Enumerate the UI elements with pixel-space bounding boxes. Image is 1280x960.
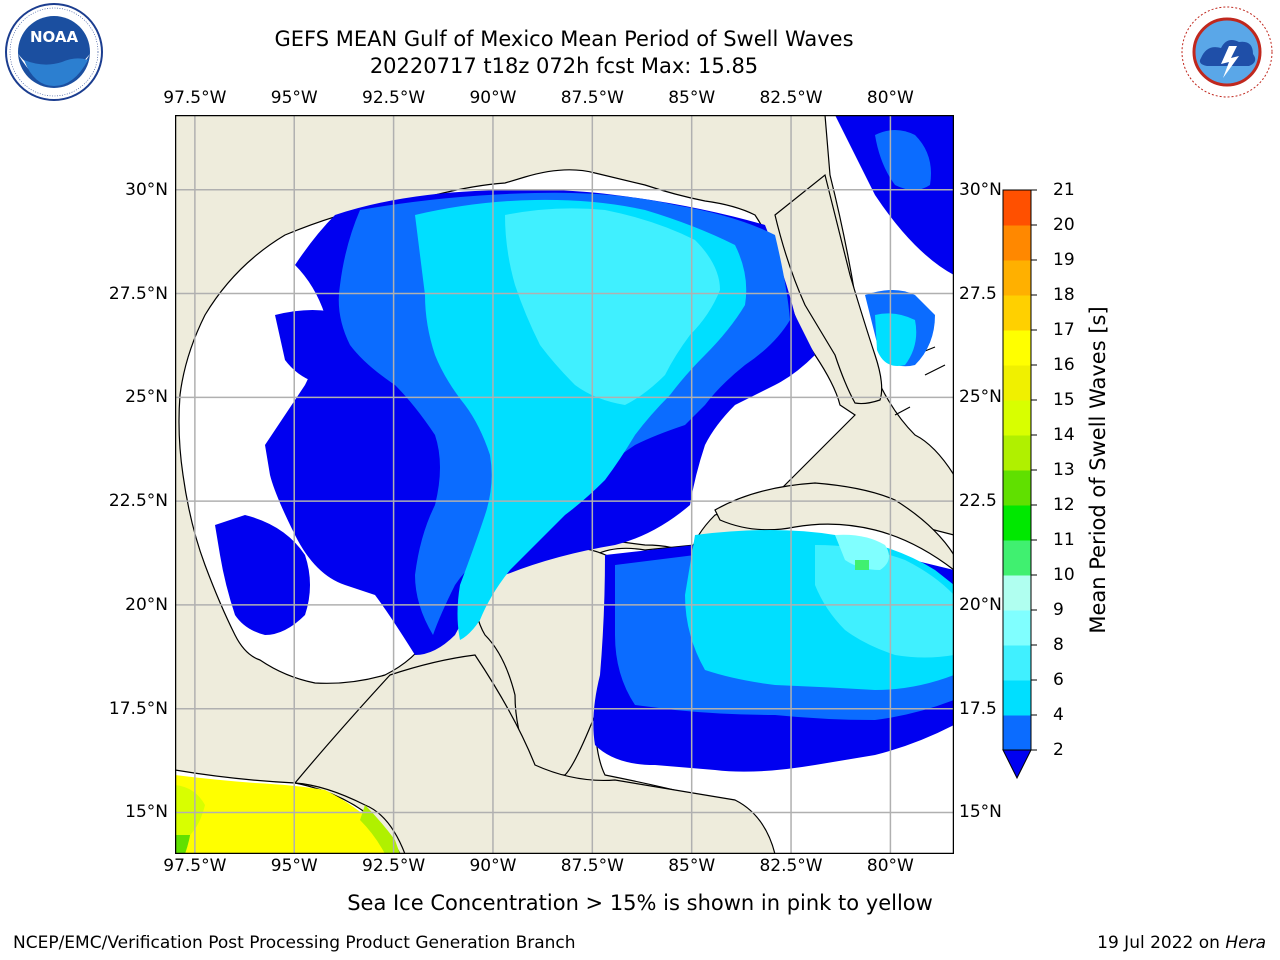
colorbar-band (1003, 260, 1031, 296)
swell-6-8s (505, 208, 954, 658)
colorbar-band (1003, 610, 1031, 646)
colorbar-tick-label: 8 (1053, 635, 1064, 655)
colorbar-tick-label: 20 (1053, 215, 1075, 235)
swell-8-9s (835, 534, 889, 570)
latitude-label-right: 20°N (959, 594, 1002, 615)
colorbar-tick-label: 17 (1053, 320, 1075, 340)
longitude-label: 90°W (469, 88, 517, 108)
svg-text:NOAA: NOAA (30, 28, 79, 46)
colorbar-band (1003, 715, 1031, 751)
colorbar-band (1003, 400, 1031, 436)
footer-credit: NCEP/EMC/Verification Post Processing Pr… (13, 933, 576, 953)
longitude-label: 95°W (270, 88, 318, 108)
longitude-label: 95°W (270, 856, 318, 876)
footer-date: 19 Jul 2022 on Hera (1097, 933, 1266, 953)
colorbar-band (1003, 295, 1031, 331)
colorbar-tick-label: 19 (1053, 250, 1075, 270)
map-title: GEFS MEAN Gulf of Mexico Mean Period of … (274, 27, 854, 51)
colorbar-band (1003, 575, 1031, 611)
colorbar-tick-label: 4 (1053, 705, 1064, 725)
latitude-label-right: 15°N (959, 802, 1002, 823)
latitude-label-left: 22.5°N (108, 491, 168, 512)
latitude-label-right: 22.5 (959, 491, 997, 512)
latitude-label-left: 15°N (125, 802, 168, 823)
colorbar-band (1003, 680, 1031, 716)
latitude-label-left: 20°N (125, 594, 168, 615)
colorbar-label: Mean Period of Swell Waves [s] (1086, 306, 1110, 634)
noaa-logo: NOAA (5, 3, 103, 101)
longitude-label: 97.5°W (163, 856, 227, 876)
latitude-label-right: 30°N (959, 179, 1002, 200)
map-subtitle: 20220717 t18z 072h fcst Max: 15.85 (369, 54, 759, 78)
colorbar-band (1003, 435, 1031, 471)
colorbar-tick-label: 15 (1053, 390, 1075, 410)
central-america (293, 654, 776, 854)
latitude-label-left: 17.5°N (108, 698, 168, 719)
colorbar-band (1003, 365, 1031, 401)
nws-logo (1179, 4, 1275, 100)
colorbar-tick-label: 11 (1053, 530, 1075, 550)
cuba-island (714, 482, 954, 571)
swell-9-10s (855, 560, 869, 570)
colorbar-tick-label: 21 (1053, 180, 1075, 200)
longitude-label: 87.5°W (560, 88, 624, 108)
colorbar-band (1003, 470, 1031, 506)
colorbar-band (1003, 190, 1031, 226)
colorbar-band (1003, 330, 1031, 366)
longitude-label: 80°W (866, 856, 914, 876)
longitude-label: 92.5°W (362, 856, 426, 876)
colorbar-tick-label: 10 (1053, 565, 1075, 585)
map-panel (175, 115, 954, 854)
colorbar-band (1003, 505, 1031, 541)
colorbar-tick-label: 13 (1053, 460, 1075, 480)
latitude-label-right: 17.5 (959, 698, 997, 719)
latitude-label-right: 27.5 (959, 283, 997, 304)
colorbar (1002, 189, 1037, 780)
colorbar-tick-label: 18 (1053, 285, 1075, 305)
longitude-label: 87.5°W (560, 856, 624, 876)
florida-peninsula (774, 173, 883, 405)
longitude-label: 97.5°W (163, 88, 227, 108)
footer-host: Hera (1225, 933, 1266, 953)
longitude-label: 80°W (866, 88, 914, 108)
longitude-label: 90°W (469, 856, 517, 876)
colorbar-tick-label: 12 (1053, 495, 1075, 515)
colorbar-band (1003, 540, 1031, 576)
latitude-label-left: 27.5°N (108, 283, 168, 304)
colorbar-band (1003, 225, 1031, 261)
sea-ice-caption: Sea Ice Concentration > 15% is shown in … (347, 891, 933, 915)
footer-date-text: 19 Jul 2022 on (1097, 933, 1226, 953)
colorbar-band (1003, 645, 1031, 681)
longitude-label: 82.5°W (759, 856, 823, 876)
graticule (175, 115, 954, 854)
colorbar-tick-label: 2 (1053, 740, 1064, 760)
longitude-label: 92.5°W (362, 88, 426, 108)
colorbar-tick-label: 9 (1053, 600, 1064, 620)
longitude-label: 85°W (668, 88, 716, 108)
latitude-label-left: 30°N (125, 179, 168, 200)
longitude-label: 82.5°W (759, 88, 823, 108)
colorbar-tick-label: 16 (1053, 355, 1075, 375)
latitude-label-right: 25°N (959, 387, 1002, 408)
map-frame (175, 115, 954, 854)
sea-ice-shading (175, 775, 400, 854)
latitude-label-left: 25°N (125, 387, 168, 408)
colorbar-tick-label: 14 (1053, 425, 1075, 445)
longitude-label: 85°W (668, 856, 716, 876)
colorbar-tick-label: 6 (1053, 670, 1064, 690)
colorbar-extend-triangle (1002, 749, 1032, 780)
